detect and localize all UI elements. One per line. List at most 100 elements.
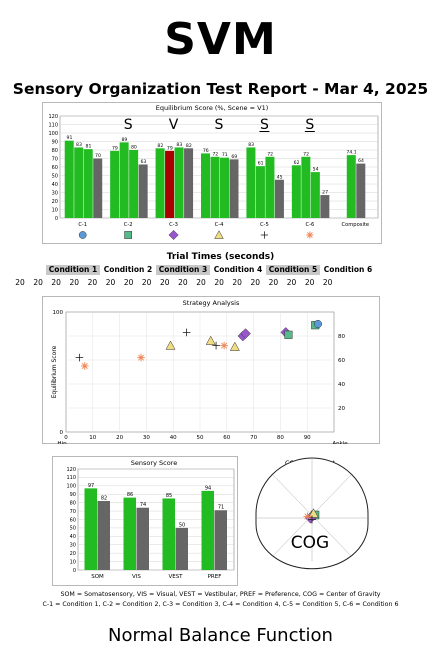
st-ytick-right: 60 xyxy=(338,358,345,364)
strategy-analysis-chart: Strategy Analysis 0 10 20 30 40 50 60 70 80 90 Hip… xyxy=(42,296,380,444)
trial-time-value: 20 xyxy=(141,278,152,287)
eq-bar-trial xyxy=(119,142,129,218)
sensory-score-chart: Sensory Score 0 10 20 30 40 50 60 70 80 90 100 110 1… xyxy=(52,456,238,586)
st-ytick-right: 20 xyxy=(338,406,345,412)
eq-bar-value-label: 80 xyxy=(131,145,137,151)
eq-category-label: C-5 xyxy=(260,222,269,228)
eq-bar-value-label: 79 xyxy=(112,145,118,151)
st-point xyxy=(137,353,145,362)
trial-condition-header: Condition 3 xyxy=(156,265,210,275)
ss-bar xyxy=(136,507,149,570)
st-ylabel: Equilibrium Score xyxy=(51,345,58,398)
eq-bar-average xyxy=(274,179,284,218)
trial-times-title: Trial Times (seconds) xyxy=(166,252,275,262)
legend-line-1: SOM = Somatosensory, VIS = Visual, VEST … xyxy=(60,591,381,598)
st-point xyxy=(313,319,322,329)
st-xtick-end: Ankle xyxy=(332,441,348,444)
eq-bar-average xyxy=(320,195,330,218)
eq-bar-value-label: 63 xyxy=(140,159,146,165)
eq-condition-symbol xyxy=(124,231,132,239)
st-point xyxy=(165,340,176,350)
trial-condition-header: Condition 2 xyxy=(103,265,153,274)
eq-bar-trial xyxy=(165,150,175,218)
trial-time-value: 20 xyxy=(15,278,25,287)
eq-bar-value-label: 76 xyxy=(203,148,209,154)
eq-bar-value-label: 82 xyxy=(157,143,163,149)
eq-bar-trial xyxy=(310,172,320,218)
eq-bar-value-label: 54 xyxy=(313,167,319,173)
eq-category-label: C-3 xyxy=(169,222,178,228)
eq-bar-value-label: 69 xyxy=(231,154,237,160)
ss-ytick-label: 60 xyxy=(70,517,76,523)
eq-bar-average xyxy=(229,159,239,218)
eq-bar-value-label: 62 xyxy=(294,160,300,166)
eq-condition-symbol xyxy=(168,229,179,241)
eq-annotation-letter: S xyxy=(124,117,133,133)
eq-bar-trial xyxy=(64,140,74,218)
st-xtick-label: 0 xyxy=(64,435,68,441)
trial-time-value: 20 xyxy=(322,278,333,287)
st-point xyxy=(182,328,191,337)
ss-ytick-label: 40 xyxy=(70,534,76,540)
trial-times-headers: Condition 1 Condition 2 Condition 3 Conditi… xyxy=(46,265,376,275)
ss-ytick-label: 110 xyxy=(66,475,76,481)
ss-bar xyxy=(175,527,188,570)
ss-bar xyxy=(123,497,136,570)
eq-bar-value-label: 83 xyxy=(248,142,254,148)
abbreviation-legend: SOM = Somatosensory, VIS = Visual, VEST … xyxy=(0,590,441,610)
eq-bar-value-label: 70 xyxy=(95,153,101,159)
eq-bar-value-label: 83 xyxy=(76,142,82,148)
st-ytick-right: 80 xyxy=(338,334,345,340)
equilibrium-score-chart: Equilibrium Score (%, Scene = V1) 0 10 20 3… xyxy=(42,102,382,244)
trial-time-value: 20 xyxy=(214,278,224,287)
ss-bar-value-label: 85 xyxy=(166,493,172,499)
eq-bar-value-label: 64 xyxy=(358,158,364,164)
trial-time-value: 20 xyxy=(69,278,80,287)
ss-ytick-label: 100 xyxy=(66,484,76,490)
st-xtick-label: 60 xyxy=(223,435,230,441)
eq-ytick-label: 120 xyxy=(48,114,58,120)
st-xtick-label: 80 xyxy=(277,435,284,441)
cog-point xyxy=(303,512,312,521)
ss-category-label: PREF xyxy=(208,574,222,580)
ss-category-label: VIS xyxy=(132,574,141,580)
ss-bar-value-label: 74 xyxy=(140,502,146,508)
ss-ytick-label: 30 xyxy=(70,543,76,549)
ss-category-label: SOM xyxy=(91,574,104,580)
eq-bar-value-label: 83 xyxy=(176,142,182,148)
eq-annotation-letter: V xyxy=(169,117,179,133)
eq-annotation-letter: S xyxy=(215,117,224,133)
st-xtick-label: 50 xyxy=(197,435,204,441)
eq-condition-symbol xyxy=(78,231,87,239)
trial-times-values: 20 20 20 20 20 20 20 20 20 20 20 20 20 20 20 20 20 20 xyxy=(0,278,380,290)
ss-ytick-label: 70 xyxy=(70,509,76,515)
cog-point xyxy=(308,508,319,518)
eq-bar-trial xyxy=(74,147,84,218)
eq-ytick-label: 50 xyxy=(52,173,58,179)
eq-ytick-label: 0 xyxy=(55,216,58,222)
eq-bar-trial xyxy=(301,156,311,218)
eq-ytick-label: 80 xyxy=(52,148,58,154)
trial-condition-header: Condition 5 xyxy=(266,265,320,275)
eq-bar-trial xyxy=(110,150,120,218)
st-point xyxy=(220,341,228,350)
ss-bar xyxy=(201,490,214,570)
eq-ytick-label: 90 xyxy=(52,139,58,145)
st-xtick-label: 90 xyxy=(304,435,311,441)
st-xtick-label: 10 xyxy=(89,435,96,441)
eq-ytick-label: 30 xyxy=(52,190,58,196)
eq-bar-value-label: 27 xyxy=(322,190,328,196)
eq-bar-trial xyxy=(83,149,93,218)
st-xtick-start: Hip xyxy=(57,441,67,444)
eq-bar-average xyxy=(356,163,366,218)
eq-bar-trial xyxy=(129,150,139,218)
st-ytick-left: 0 xyxy=(60,430,64,436)
eq-ytick-label: 20 xyxy=(52,199,58,205)
eq-bar-trial xyxy=(174,147,184,218)
trial-time-value: 20 xyxy=(105,278,116,287)
eq-bar-average xyxy=(93,158,103,218)
trial-time-value: 20 xyxy=(178,278,188,287)
trial-time-value: 20 xyxy=(232,278,242,287)
ss-ytick-label: 90 xyxy=(70,492,76,498)
eq-bar-trial xyxy=(220,157,229,218)
